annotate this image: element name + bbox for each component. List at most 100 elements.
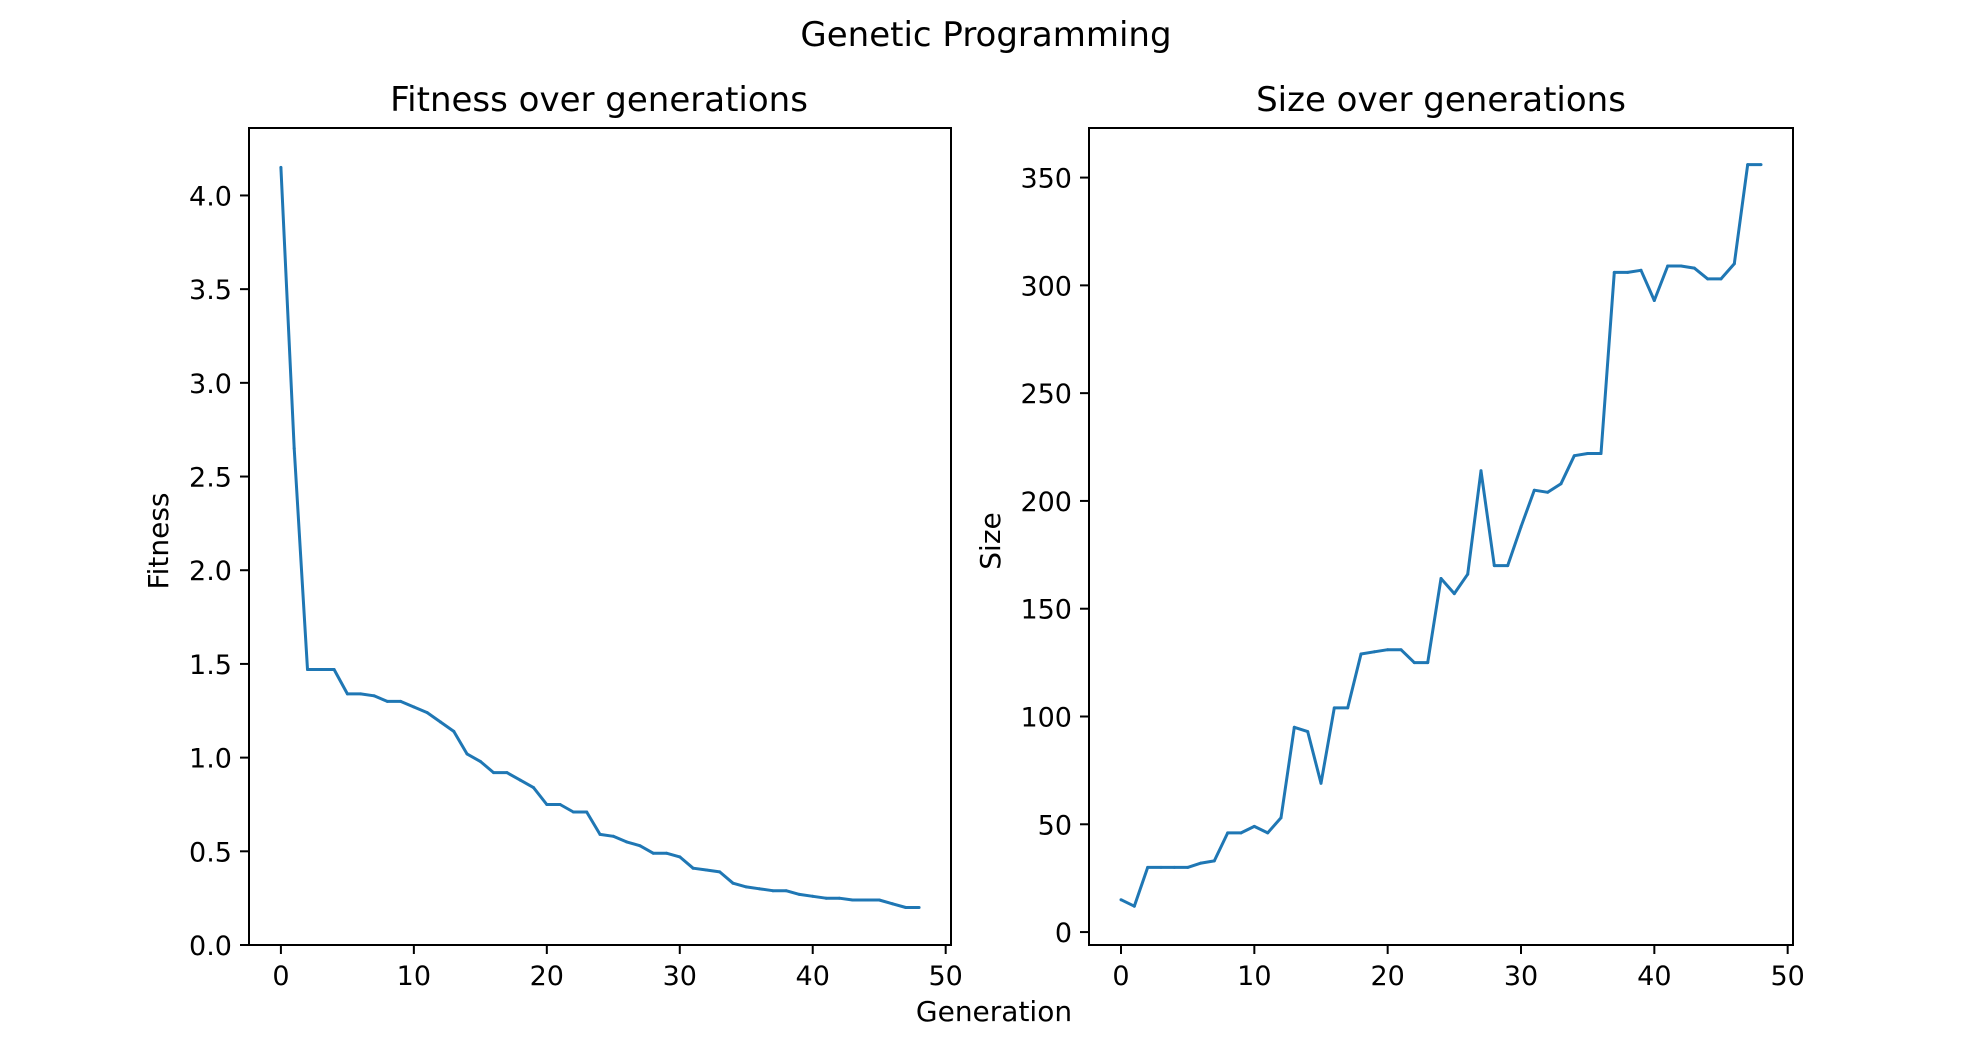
fitness-data-point [492, 771, 496, 775]
fitness-data-point [797, 892, 801, 896]
fitness-data-point [691, 866, 695, 870]
size-data-point [1199, 861, 1203, 865]
fitness-data-point [505, 771, 509, 775]
size-y-tick-label: 0 [1055, 918, 1072, 949]
fitness-data-point [452, 729, 456, 733]
size-data-point [1372, 650, 1376, 654]
fitness-data-point [917, 906, 921, 909]
fitness-data-point [758, 887, 761, 891]
fitness-data-point [651, 851, 655, 855]
fitness-data-point [319, 668, 323, 671]
fitness-data-point [771, 889, 775, 893]
size-x-tick-label: 50 [1770, 961, 1804, 992]
size-x-tick-label: 20 [1370, 961, 1404, 992]
size-y-tick-label: 50 [1038, 810, 1072, 841]
fitness-data-point [598, 832, 602, 836]
fitness-data-point [518, 778, 522, 782]
size-y-tick-label: 200 [1020, 487, 1072, 518]
fitness-data-point [478, 759, 482, 763]
fitness-data-point [904, 906, 908, 909]
fitness-y-tick-label: 0.5 [189, 837, 232, 868]
size-y-tick-label: 300 [1020, 271, 1072, 302]
size-data-point [1212, 859, 1216, 863]
fitness-data-point [425, 711, 429, 715]
fitness-y-axis-label: Fitness [142, 493, 175, 590]
size-data-point [1439, 577, 1443, 580]
fitness-data-point [372, 694, 376, 698]
figure-title: Genetic Programming [800, 15, 1171, 55]
size-data-point [1346, 706, 1350, 710]
fitness-data-point [744, 885, 748, 889]
size-data-point [1546, 490, 1550, 494]
size-data-point [1612, 270, 1616, 274]
size-chart: Size over generations Size 0 10 20 30 40 50 0 5… [974, 80, 1805, 992]
fitness-data-point [851, 898, 855, 902]
size-data-point [1719, 277, 1723, 281]
fitness-data-point [345, 692, 349, 696]
size-data-point [1732, 262, 1736, 266]
fitness-data-point [877, 898, 881, 902]
size-data-point [1652, 299, 1656, 302]
size-data-point [1252, 824, 1256, 828]
size-data-point [1132, 904, 1136, 908]
size-data-point [1559, 482, 1563, 486]
size-data-point [1626, 270, 1630, 274]
fitness-x-tick-label: 30 [663, 961, 697, 992]
fitness-data-point [638, 844, 642, 848]
size-data-point [1519, 525, 1523, 529]
shared-x-axis-label: Generation [916, 995, 1072, 1028]
size-data-point [1746, 163, 1750, 167]
size-data-point [1639, 268, 1643, 272]
size-data-point [1306, 730, 1310, 734]
fitness-data-point [306, 668, 309, 671]
fitness-y-tick-label: 1.5 [189, 650, 232, 681]
size-chart-title: Size over generations [1256, 80, 1626, 120]
fitness-chart-title: Fitness over generations [390, 80, 808, 120]
fitness-data-point [704, 868, 708, 872]
size-data-point [1172, 865, 1176, 869]
size-data-point [1759, 163, 1763, 167]
fitness-series [279, 165, 921, 909]
fitness-y-tick-label: 3.0 [189, 369, 232, 400]
fitness-data-point [359, 692, 363, 696]
fitness-x-tick-label: 0 [272, 961, 289, 992]
size-data-point [1332, 706, 1336, 710]
fitness-y-tick-label: 2.0 [189, 556, 232, 587]
size-y-tick-label: 350 [1020, 164, 1072, 195]
size-series [1119, 163, 1763, 908]
size-data-point [1452, 592, 1456, 596]
fitness-y-tick-label: 2.5 [189, 463, 232, 494]
fitness-data-point [399, 699, 403, 703]
size-x-tick-label: 40 [1637, 961, 1671, 992]
size-ticks: 0 10 20 30 40 50 0 50 100 150 200 250 300 350 [1020, 164, 1804, 992]
fitness-data-point [279, 165, 283, 169]
fitness-data-point [439, 720, 442, 724]
fitness-x-tick-label: 10 [397, 961, 431, 992]
fitness-data-point [292, 446, 296, 450]
size-data-point [1466, 572, 1470, 576]
size-data-point [1386, 648, 1390, 652]
fitness-data-point [784, 889, 788, 893]
fitness-data-point [532, 786, 535, 790]
size-data-point [1706, 277, 1710, 281]
fitness-data-point [611, 834, 615, 838]
fitness-data-point [385, 699, 389, 703]
size-data-point [1279, 816, 1283, 820]
fitness-data-point [718, 870, 722, 874]
size-y-axis-label: Size [974, 512, 1007, 569]
fitness-data-point [571, 810, 575, 814]
size-y-tick-label: 250 [1020, 379, 1072, 410]
fitness-data-point [864, 898, 868, 902]
size-data-point [1492, 564, 1496, 568]
fitness-ticks: 0 10 20 30 40 50 0.0 0.5 1.0 1.5 2.0 2.5 3.0 3.5 4.0 [189, 181, 963, 992]
fitness-data-point [678, 855, 682, 859]
size-data-point [1319, 781, 1323, 785]
size-data-point [1239, 831, 1243, 835]
fitness-x-tick-label: 50 [929, 961, 963, 992]
fitness-data-point [412, 705, 416, 709]
size-data-point [1226, 831, 1230, 835]
fitness-y-tick-label: 4.0 [189, 181, 232, 212]
size-data-point [1412, 661, 1416, 665]
fitness-data-point [837, 896, 841, 900]
